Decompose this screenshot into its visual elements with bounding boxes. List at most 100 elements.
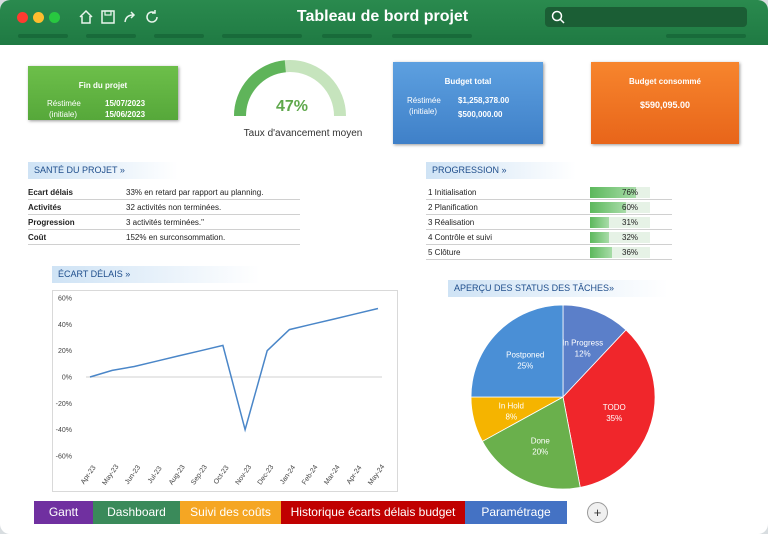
progress-bar-fill (590, 187, 636, 198)
progress-bar-track (590, 217, 650, 228)
card-label: Réstimée (47, 99, 81, 108)
section-header-progression: PROGRESSION » (426, 162, 576, 179)
sheet-tab-suivi-des-co-ts[interactable]: Suivi des coûts (180, 501, 281, 524)
progression-row-label: 5 Clôture (428, 248, 461, 257)
pie-slice-pct: 35% (606, 414, 622, 423)
sante-row-value: 32 activités non terminées. (126, 203, 222, 212)
minimize-window-button[interactable] (33, 12, 44, 23)
progression-row-label: 1 Initialisation (428, 188, 477, 197)
x-tick-label: Apr-23 (80, 464, 98, 485)
pie-slice-pct: 12% (575, 349, 591, 358)
progress-bar-fill (590, 232, 610, 243)
pie-slice-pct: 8% (506, 412, 518, 421)
progression-row-pct: 31% (622, 218, 639, 227)
x-tick-label: Mar-24 (323, 464, 342, 486)
card-value: 15/07/2023 (105, 99, 146, 108)
card-label: (initiale) (49, 110, 78, 119)
toolbar-divider (222, 34, 302, 38)
progress-bar-track (590, 247, 650, 258)
progression-row-pct: 60% (622, 203, 639, 212)
line-chart-frame (52, 290, 398, 492)
card-title: Budget total (444, 77, 492, 86)
toolbar-divider (154, 34, 204, 38)
progression-row-pct: 32% (622, 233, 639, 242)
pie-slice-label: Postponed (506, 350, 544, 359)
card-title: Budget consommé (628, 77, 701, 86)
toolbar-divider (666, 34, 746, 38)
series-line (89, 307, 379, 433)
sheet-tab-gantt[interactable]: Gantt (34, 501, 93, 524)
sheet-tab-param-trage[interactable]: Paramétrage (465, 501, 567, 524)
refresh-icon[interactable] (144, 9, 160, 25)
window-title: Tableau de bord projet (296, 8, 469, 25)
sante-row-value: 152% en surconsommation. (126, 233, 226, 242)
toolbar-divider (392, 34, 472, 38)
card-fin-projet: Fin du projet Réstimée 15/07/2023 (initi… (28, 66, 178, 120)
sante-row-label: Activités (28, 203, 62, 212)
progression-row: 3 Réalisation 31% (426, 216, 672, 230)
search-input[interactable] (545, 7, 747, 27)
pie-slice-label: In Progress (562, 338, 603, 347)
pie-slice (481, 396, 581, 490)
y-tick-label: -40% (56, 427, 72, 434)
card-budget-total: Budget total Réstimée $1,258,378.00 (ini… (393, 62, 543, 144)
pie-slice-pct: 20% (532, 447, 548, 456)
y-tick-label: -60% (56, 454, 72, 461)
x-tick-label: Jun-23 (124, 464, 142, 486)
share-icon[interactable] (122, 9, 138, 25)
toolbar-divider (18, 34, 68, 38)
sheet-tab-historique-carts-d-lais-budget[interactable]: Historique écarts délais budget (281, 501, 465, 524)
sante-row-value: 3 activités terminées." (126, 218, 204, 227)
progression-row-pct: 76% (622, 188, 639, 197)
x-tick-label: Nov-23 (235, 464, 254, 487)
pie-slice-pct: 25% (517, 361, 533, 370)
section-header-apercu: APERÇU DES STATUS DES TÂCHES» (448, 280, 668, 297)
x-tick-label: Jul-23 (147, 465, 164, 485)
toolbar-divider (86, 34, 136, 38)
x-tick-label: Apr-24 (346, 464, 364, 485)
card-label: (initiale) (409, 107, 438, 116)
line-chart: 60% 40% 20% 0% -20% -40% -60% Apr-23 May-23 Jun-2… (56, 296, 387, 487)
y-tick-label: -20% (56, 401, 72, 408)
progression-row: 2 Planification 60% (426, 201, 672, 215)
sante-row-label: Progression (28, 218, 75, 227)
progression-row-label: 3 Réalisation (428, 218, 475, 227)
x-tick-label: Sep-23 (190, 464, 209, 487)
title-bar: Tableau de bord projet (0, 0, 768, 45)
maximize-window-button[interactable] (49, 12, 60, 23)
close-window-button[interactable] (17, 12, 28, 23)
pie-slice (562, 329, 656, 488)
progress-bar-fill (590, 247, 612, 258)
progression-row-pct: 36% (622, 248, 639, 257)
progression-row-label: 4 Contrôle et suivi (428, 233, 493, 242)
progression-row: 1 Initialisation 76% (426, 186, 672, 200)
progress-bar-fill (590, 202, 626, 213)
card-title: Fin du projet (78, 81, 128, 90)
card-value: 15/06/2023 (105, 110, 146, 119)
y-tick-label: 60% (58, 296, 72, 303)
progress-gauge (234, 60, 346, 117)
y-tick-label: 40% (58, 322, 72, 329)
x-tick-label: Oct-23 (213, 464, 231, 485)
section-header-sante: SANTÉ DU PROJET » (28, 162, 178, 179)
search-icon (551, 10, 565, 24)
card-value: $1,258,378.00 (458, 96, 510, 105)
x-tick-label: Dec-23 (257, 464, 276, 487)
sheet-tab-dashboard[interactable]: Dashboard (93, 501, 180, 524)
card-label: Réstimée (407, 96, 441, 105)
y-tick-label: 20% (58, 348, 72, 355)
gauge-caption: Taux d'avancement moyen (243, 128, 363, 139)
add-sheet-button[interactable]: + (587, 502, 608, 523)
pie-slice (470, 304, 564, 398)
sante-row: Coût 152% en surconsommation. (28, 231, 300, 245)
gauge-fill (234, 60, 287, 117)
card-value: $500,000.00 (458, 110, 503, 119)
sante-row-label: Coût (28, 233, 47, 242)
sante-row: Activités 32 activités non terminées. (28, 201, 300, 215)
pie-slice (562, 304, 627, 399)
save-icon[interactable] (100, 9, 116, 25)
home-icon[interactable] (78, 9, 94, 25)
section-header-ecart: ÉCART DÉLAIS » (52, 266, 260, 283)
card-value: $590,095.00 (639, 100, 691, 110)
